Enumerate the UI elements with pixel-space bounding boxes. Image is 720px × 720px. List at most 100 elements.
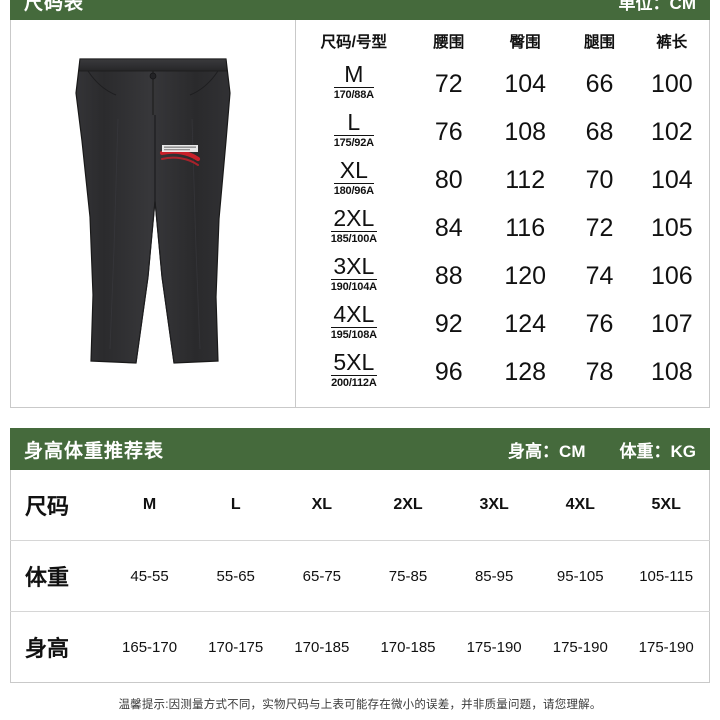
cell-length: 106 bbox=[650, 261, 693, 290]
cell-waist: 92 bbox=[434, 309, 463, 338]
height-weight-title: 身高体重推荐表 bbox=[24, 440, 165, 462]
table-row: M 170/88A 72 104 66 100 bbox=[296, 60, 709, 108]
cell-hip: 116 bbox=[505, 213, 546, 242]
pants-button bbox=[149, 72, 157, 79]
cell-length: 108 bbox=[650, 357, 693, 386]
cell-length: 100 bbox=[650, 69, 693, 98]
size-table-header-row: 尺码/号型 腰围 臀围 腿围 裤长 bbox=[296, 20, 709, 60]
cell-thigh: 74 bbox=[585, 261, 614, 290]
table-row-weight: 体重 45-55 55-65 65-75 75-85 85-95 95-105 105-11… bbox=[10, 540, 710, 612]
size-code-main: 5XL bbox=[331, 351, 377, 376]
cell-size-code: XL 180/96A bbox=[296, 156, 412, 204]
cell-hip: 104 bbox=[504, 69, 547, 98]
size-code-main: 4XL bbox=[330, 303, 377, 328]
height-weight-banner: 身高体重推荐表 身高：CM 体重：KG bbox=[10, 428, 710, 470]
cell-length: 102 bbox=[650, 117, 693, 146]
col-header-thigh: 腿围 bbox=[584, 34, 616, 51]
cell-hip: 124 bbox=[504, 309, 547, 338]
cell-length: 105 bbox=[650, 213, 693, 242]
cell-thigh: 70 bbox=[585, 165, 614, 194]
size-table-body: M 170/88A 72 104 66 100 L 175/92A 76 108 68 102 XL 18… bbox=[296, 60, 709, 396]
cell-size-code: M 170/88A bbox=[296, 60, 412, 108]
cell-size-code: 3XL 190/104A bbox=[296, 252, 412, 300]
size-chart-unit-label: 单位：CM bbox=[618, 0, 696, 13]
size-code-spec: 190/104A bbox=[330, 281, 377, 293]
weight-unit-label: 体重：KG bbox=[619, 441, 697, 461]
cell-size-code: L 175/92A bbox=[296, 108, 412, 156]
size-chart-section: 尺码表 单位：CM bbox=[10, 0, 710, 408]
table-row: 4XL 195/108A 92 124 76 107 bbox=[296, 300, 709, 348]
pants-crease-left bbox=[109, 118, 119, 349]
cell-size: 3XL bbox=[479, 496, 509, 513]
size-code-spec: 195/108A bbox=[330, 329, 377, 341]
product-pants-illustration bbox=[58, 49, 248, 379]
size-chart-banner: 尺码表 单位：CM bbox=[10, 0, 710, 20]
col-header-size: 尺码/号型 bbox=[320, 34, 387, 51]
col-header-length: 裤长 bbox=[656, 34, 688, 51]
pants-pocket-right bbox=[189, 70, 219, 95]
size-code-spec: 185/100A bbox=[330, 233, 377, 245]
cell-length: 107 bbox=[650, 309, 693, 338]
cell-thigh: 72 bbox=[585, 213, 614, 242]
cell-thigh: 76 bbox=[585, 309, 614, 338]
table-row-height: 身高 165-170 170-175 170-185 170-185 175-190 17… bbox=[10, 611, 710, 683]
cell-size-code: 2XL 185/100A bbox=[296, 204, 412, 252]
size-code-spec: 175/92A bbox=[333, 137, 374, 149]
table-row-size: 尺码 M L XL 2XL 3XL 4XL 5XL bbox=[11, 470, 710, 541]
cell-waist: 72 bbox=[434, 69, 463, 98]
pants-pocket-left bbox=[87, 70, 117, 95]
cell-size: 5XL bbox=[651, 496, 681, 513]
row-label-height: 身高 bbox=[10, 611, 107, 683]
pants-inseam-right bbox=[154, 200, 175, 363]
size-code-spec: 180/96A bbox=[333, 185, 374, 197]
cell-waist: 80 bbox=[434, 165, 463, 194]
cell-weight: 75-85 bbox=[364, 540, 452, 612]
table-row: 3XL 190/104A 88 120 74 106 bbox=[296, 252, 709, 300]
size-code-spec: 200/112A bbox=[331, 377, 377, 389]
cell-weight: 85-95 bbox=[451, 540, 538, 612]
cell-hip: 108 bbox=[504, 117, 547, 146]
pants-svg bbox=[75, 57, 231, 364]
cell-waist: 76 bbox=[434, 117, 463, 146]
cell-weight: 55-65 bbox=[192, 540, 279, 612]
size-code-main: M bbox=[333, 63, 374, 88]
cell-waist: 88 bbox=[434, 261, 463, 290]
table-row: XL 180/96A 80 112 70 104 bbox=[296, 156, 709, 204]
cell-height: 175-190 bbox=[623, 611, 710, 683]
cell-height: 175-190 bbox=[537, 611, 624, 683]
size-code-main: XL bbox=[333, 159, 374, 184]
cell-size: L bbox=[230, 496, 241, 513]
cell-height: 170-185 bbox=[278, 611, 365, 683]
height-weight-table: 尺码 M L XL 2XL 3XL 4XL 5XL 体重 45-55 55-65 65-75 75… bbox=[10, 470, 710, 683]
cell-thigh: 68 bbox=[585, 117, 614, 146]
height-unit-label: 身高：CM bbox=[508, 441, 586, 461]
cell-hip: 128 bbox=[504, 357, 547, 386]
size-measurements-table: 尺码/号型 腰围 臀围 腿围 裤长 M 170/88A 72 104 66 100 L 175… bbox=[296, 20, 709, 396]
cell-weight: 95-105 bbox=[537, 540, 624, 612]
cell-height: 170-175 bbox=[192, 611, 279, 683]
cell-size-code: 4XL 195/108A bbox=[296, 300, 412, 348]
cell-length: 104 bbox=[650, 165, 693, 194]
product-image-cell bbox=[11, 20, 296, 407]
row-label-weight: 体重 bbox=[10, 540, 107, 612]
cell-thigh: 78 bbox=[585, 357, 614, 386]
cell-waist: 84 bbox=[434, 213, 463, 242]
size-chart-body: 尺码/号型 腰围 臀围 腿围 裤长 M 170/88A 72 104 66 100 L 175… bbox=[10, 20, 710, 408]
table-row: 5XL 200/112A 96 128 78 108 bbox=[296, 348, 709, 396]
cell-weight: 65-75 bbox=[278, 540, 365, 612]
brand-logo bbox=[159, 144, 201, 166]
pants-inseam-left bbox=[135, 200, 156, 363]
size-code-main: 2XL bbox=[330, 207, 377, 232]
col-header-waist: 腰围 bbox=[433, 34, 465, 51]
cell-size: 2XL bbox=[393, 496, 423, 513]
row-label-size: 尺码 bbox=[25, 494, 70, 519]
size-chart-title: 尺码表 bbox=[24, 0, 85, 14]
size-code-main: 3XL bbox=[330, 255, 377, 280]
cell-weight: 105-115 bbox=[623, 540, 710, 612]
cell-hip: 112 bbox=[505, 165, 546, 194]
cell-height: 165-170 bbox=[106, 611, 193, 683]
cell-weight: 45-55 bbox=[106, 540, 193, 612]
col-header-hip: 臀围 bbox=[509, 34, 541, 51]
cell-hip: 120 bbox=[504, 261, 547, 290]
cell-waist: 96 bbox=[434, 357, 463, 386]
